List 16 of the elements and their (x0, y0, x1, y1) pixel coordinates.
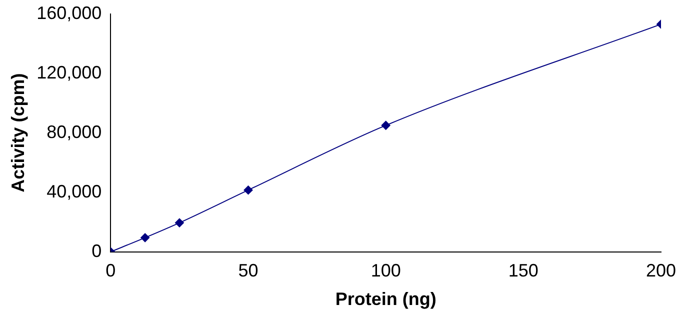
x-tick-label: 200 (646, 260, 676, 281)
x-tick-label: 100 (370, 260, 401, 281)
point (140, 233, 150, 242)
x-tick-label: 50 (238, 260, 258, 281)
point (174, 218, 184, 228)
point (244, 186, 253, 195)
x-axis-title: Protein (ng) (335, 289, 436, 310)
y-tick-label: 80,000 (46, 122, 102, 142)
x-tick-label: 0 (106, 260, 116, 281)
y-tick-label: 40,000 (46, 181, 102, 202)
y-tick-label: 0 (92, 240, 102, 261)
point (381, 120, 390, 130)
x-tick-label: 150 (508, 260, 538, 281)
y-tick-label: 160,000 (36, 2, 102, 23)
y-axis-title: Activity (cpm) (8, 73, 28, 192)
y-tick-label: 120,000 (36, 62, 102, 82)
